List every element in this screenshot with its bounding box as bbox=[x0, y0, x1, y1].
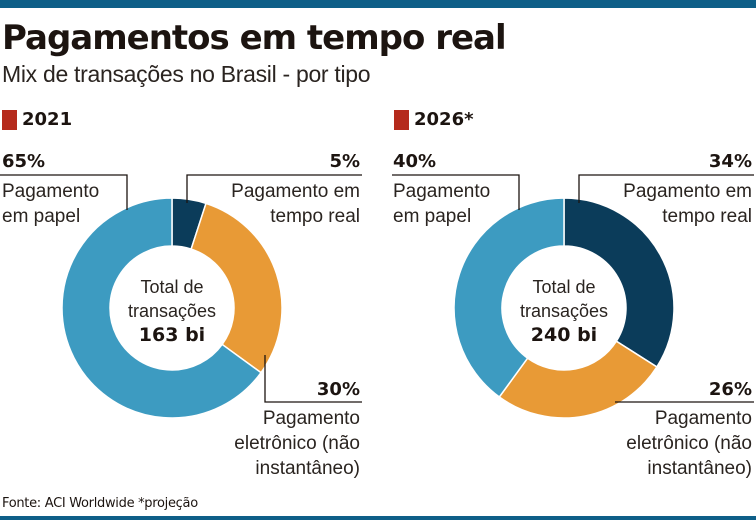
center-label-line2: transações bbox=[520, 301, 608, 321]
year-label: 2021 bbox=[22, 109, 73, 130]
leader-line-real-time bbox=[578, 174, 754, 203]
slice-label-electronic-line1: Pagamento bbox=[263, 408, 360, 429]
value-label-electronic: 26% bbox=[709, 379, 752, 400]
chart-title: Pagamentos em tempo real bbox=[2, 18, 507, 58]
slice-label-paper-line1: Pagamento bbox=[2, 181, 99, 202]
donut-slice-paper bbox=[61, 197, 263, 419]
year-marker-square bbox=[394, 110, 409, 130]
donut-slice-real-time bbox=[563, 197, 675, 368]
slice-label-real-time-line1: Pagamento em bbox=[623, 181, 752, 202]
slice-label-electronic-line3: instantâneo) bbox=[647, 458, 752, 479]
slice-label-paper-line2: em papel bbox=[2, 206, 80, 227]
center-total-value: 240 bi bbox=[531, 324, 597, 346]
center-label-line1: Total de bbox=[140, 277, 203, 297]
year-label: 2026* bbox=[414, 109, 474, 130]
donut-slice-paper bbox=[453, 197, 565, 399]
slice-label-real-time-line1: Pagamento em bbox=[231, 181, 360, 202]
slice-label-paper-line2: em papel bbox=[393, 206, 471, 227]
value-label-real-time: 34% bbox=[709, 151, 752, 172]
donut-2021-labels: 65% Pagamento em papel 5% Pagamento em t… bbox=[0, 151, 362, 479]
slice-label-electronic-line3: instantâneo) bbox=[255, 458, 360, 479]
value-label-paper: 40% bbox=[393, 151, 436, 172]
year-heading-2026: 2026* bbox=[394, 108, 474, 132]
leader-line-paper bbox=[392, 174, 520, 210]
center-label-line1: Total de bbox=[532, 277, 595, 297]
value-label-electronic: 30% bbox=[317, 379, 360, 400]
leader-line-paper bbox=[0, 174, 128, 210]
leader-line-electronic bbox=[264, 355, 362, 403]
bottom-accent-bar bbox=[0, 516, 756, 520]
donut-2021 bbox=[61, 197, 283, 419]
value-label-paper: 65% bbox=[2, 151, 45, 172]
top-accent-bar bbox=[0, 0, 756, 8]
slice-label-real-time-line2: tempo real bbox=[270, 206, 360, 227]
chart-subtitle: Mix de transações no Brasil - por tipo bbox=[2, 61, 371, 87]
center-total-value: 163 bi bbox=[139, 324, 205, 346]
slice-label-paper-line1: Pagamento bbox=[393, 181, 490, 202]
slice-label-real-time-line2: tempo real bbox=[662, 206, 752, 227]
slice-label-electronic-line2: eletrônico (não bbox=[626, 433, 752, 454]
slice-label-electronic-line1: Pagamento bbox=[655, 408, 752, 429]
donut-slice-electronic bbox=[498, 340, 658, 419]
leader-line-real-time bbox=[186, 174, 362, 203]
value-label-real-time: 5% bbox=[329, 151, 360, 172]
slice-label-electronic-line2: eletrônico (não bbox=[234, 433, 360, 454]
donut-2026-labels: 40% Pagamento em papel 34% Pagamento em … bbox=[392, 151, 754, 479]
source-note: Fonte: ACI Worldwide *projeção bbox=[2, 496, 198, 511]
donut-2026 bbox=[453, 197, 675, 419]
center-label-line2: transações bbox=[128, 301, 216, 321]
donut-slice-electronic bbox=[190, 202, 283, 374]
year-marker-square bbox=[2, 110, 17, 130]
year-heading-2021: 2021 bbox=[2, 108, 72, 132]
